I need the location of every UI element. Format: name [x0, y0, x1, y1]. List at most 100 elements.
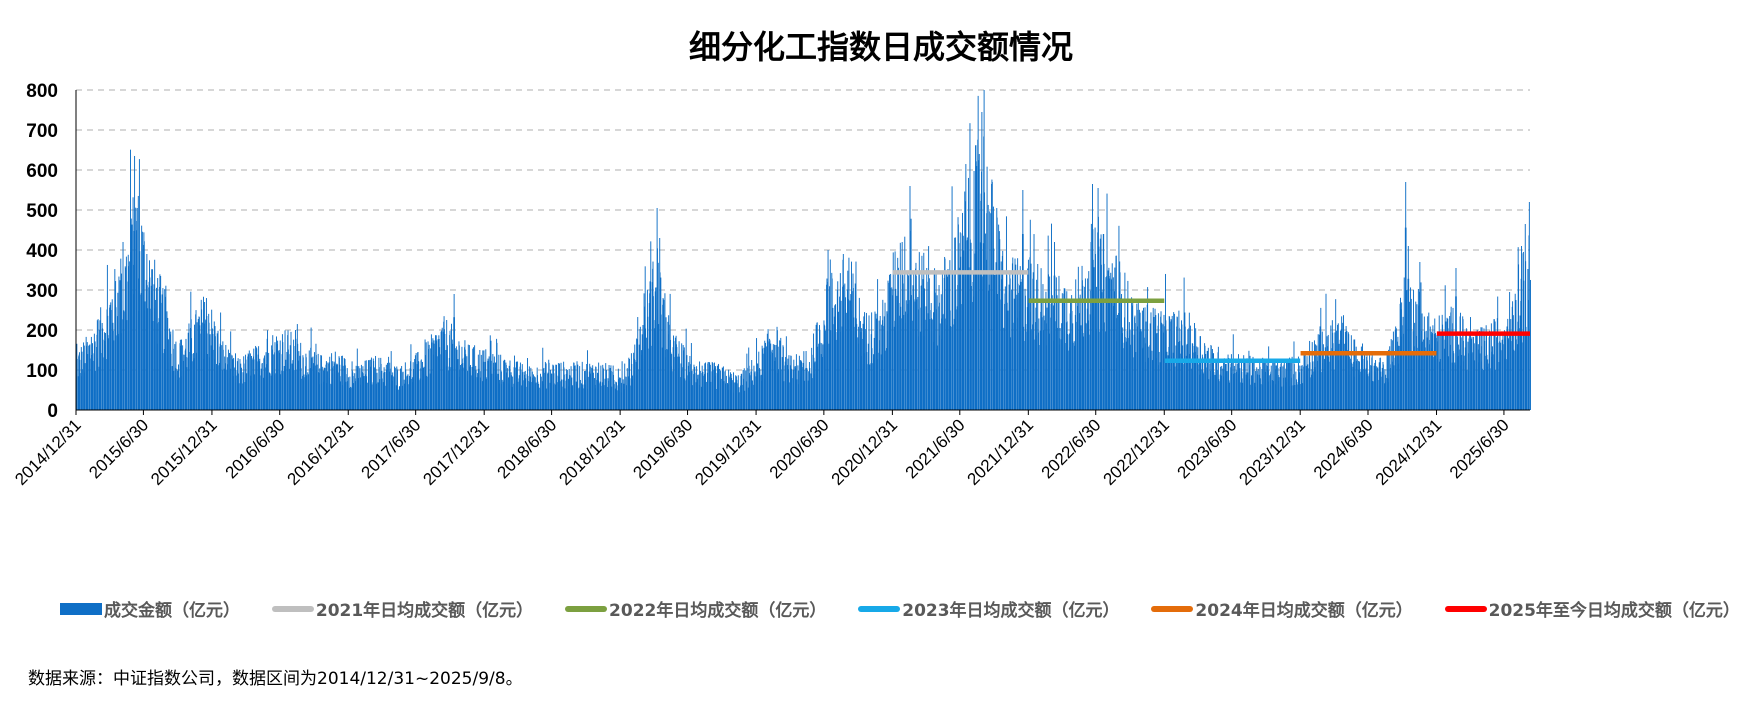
- daily-bar: [81, 369, 83, 410]
- x-tick-label: 2023/12/31: [1235, 415, 1309, 489]
- daily-bar: [851, 261, 852, 410]
- daily-bar: [1528, 202, 1530, 410]
- daily-bar: [509, 360, 511, 410]
- legend: 成交金额（亿元） 2021年日均成交额（亿元） 2022年日均成交额（亿元） 2023…: [60, 596, 1740, 621]
- daily-bar: [89, 358, 91, 410]
- daily-bar: [551, 373, 553, 410]
- daily-bar: [858, 297, 860, 410]
- daily-bar: [1351, 363, 1353, 410]
- daily-bar: [235, 375, 237, 410]
- x-tick-label: 2015/6/30: [85, 415, 152, 482]
- daily-bar: [1440, 334, 1442, 410]
- daily-bar: [1497, 342, 1499, 410]
- source-note: 数据来源：中证指数公司，数据区间为2014/12/31~2025/9/8。: [28, 669, 523, 689]
- legend-item: 2023年日均成交额（亿元）: [858, 596, 1120, 621]
- daily-bar: [105, 359, 107, 410]
- daily-bar: [373, 360, 375, 410]
- daily-bar: [1244, 362, 1246, 410]
- daily-bar: [1377, 379, 1379, 410]
- daily-bar: [923, 252, 925, 410]
- daily-bar: [1508, 338, 1509, 410]
- daily-bar: [530, 367, 532, 410]
- daily-bar: [446, 345, 448, 410]
- daily-bar: [1257, 368, 1259, 410]
- daily-bar: [1526, 334, 1528, 410]
- daily-bar: [986, 166, 988, 410]
- daily-bar: [493, 356, 495, 410]
- daily-bar: [295, 369, 297, 410]
- daily-bar: [652, 296, 654, 410]
- daily-bar: [1492, 354, 1494, 410]
- daily-bar: [1062, 299, 1064, 410]
- daily-bar: [97, 319, 99, 410]
- legend-item: 成交金额（亿元）: [60, 596, 240, 621]
- daily-bar: [1476, 329, 1478, 410]
- x-tick-label: 2021/12/31: [964, 415, 1038, 489]
- daily-bar: [413, 368, 415, 410]
- daily-bar: [765, 342, 766, 410]
- daily-bar: [665, 349, 667, 410]
- daily-bar: [467, 344, 469, 410]
- daily-bar: [942, 314, 944, 410]
- daily-bar: [929, 319, 931, 410]
- daily-bar: [566, 369, 568, 410]
- daily-bar: [1046, 307, 1048, 410]
- daily-bar: [311, 357, 313, 410]
- daily-bar: [595, 366, 597, 410]
- daily-bar: [582, 384, 584, 410]
- daily-bar: [1247, 372, 1249, 410]
- daily-bar: [1437, 333, 1439, 410]
- daily-bar: [1414, 322, 1416, 410]
- daily-bar: [209, 334, 211, 410]
- daily-bar: [843, 285, 845, 410]
- daily-bar: [329, 356, 331, 410]
- daily-bar: [1505, 359, 1507, 410]
- daily-bar: [1416, 347, 1418, 410]
- y-tick-label: 100: [26, 361, 58, 382]
- daily-bar: [1203, 373, 1204, 410]
- daily-bar: [1148, 346, 1150, 410]
- daily-bar: [1145, 321, 1147, 410]
- daily-bar: [924, 288, 925, 410]
- daily-bar: [402, 371, 404, 410]
- daily-bar: [1210, 345, 1212, 410]
- daily-bar: [1276, 365, 1277, 410]
- daily-bar: [1335, 330, 1337, 410]
- daily-bar: [1494, 369, 1496, 410]
- daily-bar: [999, 299, 1001, 410]
- daily-bar: [1471, 336, 1473, 410]
- daily-bar: [1359, 368, 1361, 410]
- daily-bar: [984, 192, 985, 410]
- daily-bar: [1466, 370, 1468, 410]
- daily-bar: [1401, 302, 1403, 410]
- daily-bar: [1385, 377, 1387, 410]
- daily-bar: [183, 354, 185, 410]
- daily-bar: [1252, 356, 1254, 410]
- daily-bar: [1343, 343, 1345, 410]
- daily-bar: [819, 342, 821, 410]
- legend-swatch: [1444, 605, 1487, 612]
- daily-bar: [1348, 356, 1350, 410]
- daily-bar: [1227, 354, 1229, 410]
- daily-bar: [1236, 363, 1238, 410]
- daily-bar: [732, 372, 734, 410]
- daily-bar: [903, 314, 905, 410]
- daily-bar: [1033, 234, 1035, 410]
- daily-bar: [496, 342, 498, 410]
- daily-bar: [1043, 320, 1045, 410]
- daily-bar: [514, 367, 516, 410]
- daily-bar: [681, 367, 683, 410]
- y-tick-label: 300: [26, 281, 58, 302]
- daily-bar: [955, 289, 957, 410]
- daily-bar: [1438, 315, 1440, 410]
- daily-bar: [1010, 337, 1012, 410]
- x-tick-label: 2021/6/30: [902, 415, 969, 482]
- daily-bar: [937, 345, 939, 410]
- daily-bar: [892, 252, 894, 410]
- daily-bar: [882, 299, 884, 410]
- x-tick-label: 2024/6/30: [1310, 415, 1377, 482]
- daily-bar: [1085, 323, 1087, 410]
- daily-bar: [308, 350, 310, 410]
- daily-bar: [1119, 272, 1121, 410]
- daily-bar: [341, 355, 343, 410]
